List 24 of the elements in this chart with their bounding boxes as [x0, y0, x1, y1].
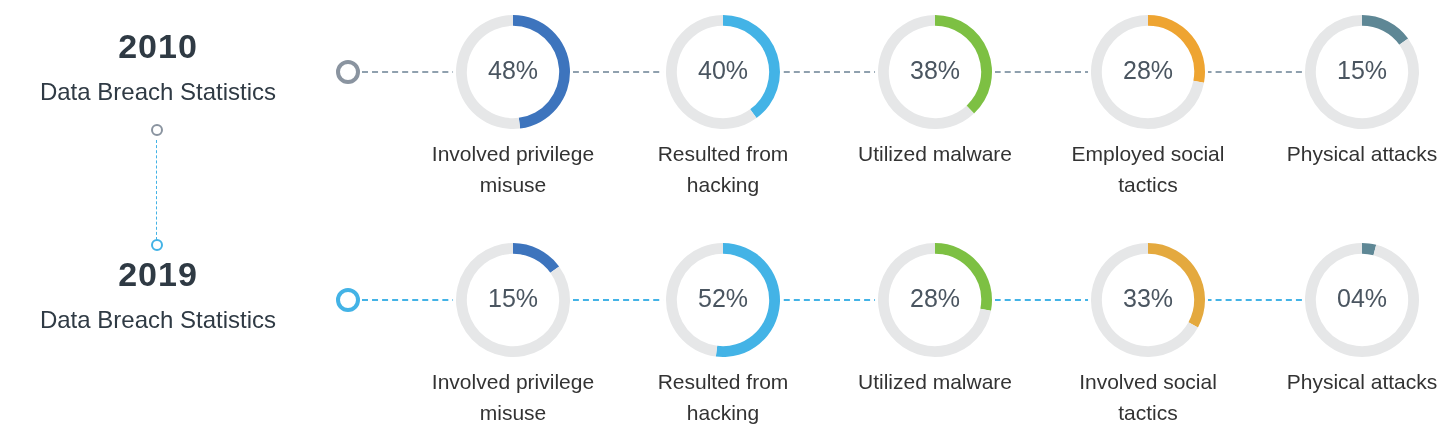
- data-label: 52%: [697, 283, 749, 312]
- text: Employed social tactics: [1070, 141, 1226, 198]
- text: Utilized malware: [856, 369, 1013, 395]
- text: Physical attacks: [1285, 141, 1439, 167]
- text: Resulted from hacking: [656, 141, 790, 198]
- data-label: 40%: [697, 55, 749, 84]
- text: 2019: [117, 255, 199, 294]
- data-label: 04%: [1336, 283, 1388, 312]
- data-label: 15%: [487, 283, 539, 312]
- data-label: 33%: [1122, 283, 1174, 312]
- text: Physical attacks: [1285, 369, 1439, 395]
- text: Data Breach Statistics: [38, 78, 278, 106]
- text: 2010: [117, 27, 199, 66]
- data-label: 28%: [1122, 55, 1174, 84]
- data-label: 15%: [1336, 55, 1388, 84]
- data-label: 38%: [909, 55, 961, 84]
- text: Data Breach Statistics: [38, 306, 278, 334]
- text: Utilized malware: [856, 141, 1013, 167]
- data-label: 48%: [487, 55, 539, 84]
- text: Resulted from hacking: [656, 369, 790, 426]
- data-label: 28%: [909, 283, 961, 312]
- text: Involved privilege misuse: [430, 369, 596, 426]
- text: Involved social tactics: [1078, 369, 1218, 426]
- text: Involved privilege misuse: [430, 141, 596, 198]
